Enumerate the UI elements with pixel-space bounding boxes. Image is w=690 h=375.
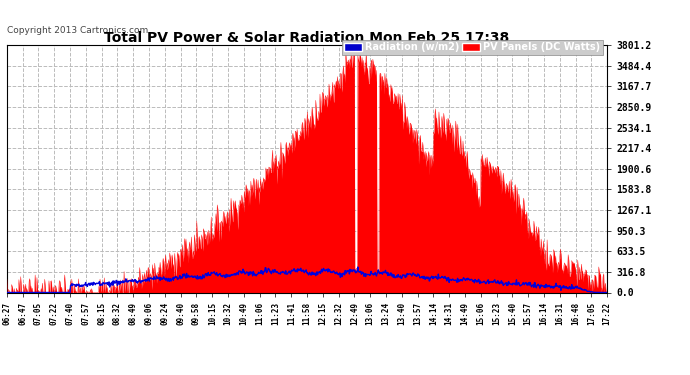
Title: Total PV Power & Solar Radiation Mon Feb 25 17:38: Total PV Power & Solar Radiation Mon Feb…	[104, 31, 510, 45]
Legend: Radiation (w/m2), PV Panels (DC Watts): Radiation (w/m2), PV Panels (DC Watts)	[342, 40, 602, 55]
Text: Copyright 2013 Cartronics.com: Copyright 2013 Cartronics.com	[7, 26, 148, 35]
